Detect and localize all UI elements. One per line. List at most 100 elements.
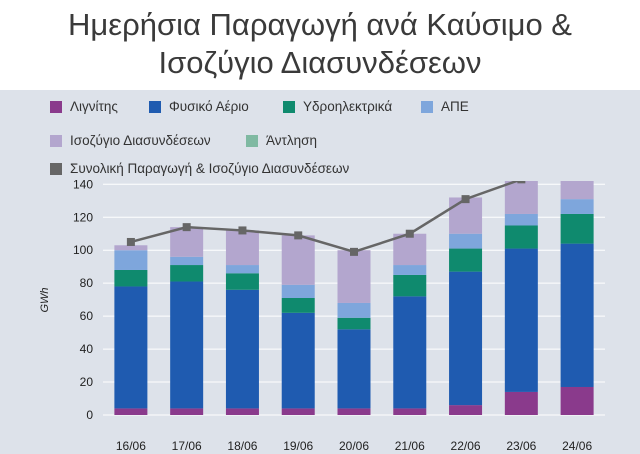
legend-item-total: Συνολική Παραγωγή & Ισοζύγιο Διασυνδέσεω… xyxy=(50,161,349,176)
bar-segment xyxy=(393,296,427,409)
bar-segment xyxy=(504,213,538,226)
x-tick-label: 21/06 xyxy=(395,439,425,453)
bar-segment xyxy=(504,225,538,249)
y-tick-label: 40 xyxy=(80,342,94,356)
bar-segment xyxy=(337,302,371,318)
bar-segment xyxy=(393,408,427,415)
x-tick-label: 17/06 xyxy=(172,439,202,453)
legend-label-interconnections: Ισοζύγιο Διασυνδέσεων xyxy=(70,133,211,148)
bar-segment xyxy=(449,271,483,406)
bar-segment xyxy=(337,317,371,330)
bar-segment xyxy=(281,408,315,415)
y-tick-label: 100 xyxy=(73,243,93,257)
legend-label-total: Συνολική Παραγωγή & Ισοζύγιο Διασυνδέσεω… xyxy=(70,161,350,176)
bar-segment xyxy=(114,408,148,415)
chart-title: Ημερήσια Παραγωγή ανά Καύσιμο & Ισοζύγιο… xyxy=(0,6,640,82)
bar-segment xyxy=(337,329,371,409)
bar-segment xyxy=(560,181,594,200)
bar-segment xyxy=(281,284,315,298)
bars xyxy=(114,181,594,415)
legend-label-hydro: Υδροηλεκτρικά xyxy=(303,99,393,114)
y-tick-label: 60 xyxy=(80,309,94,323)
legend-swatch-natural-gas xyxy=(149,100,161,113)
legend-swatch-res xyxy=(421,100,433,113)
bar-segment xyxy=(449,197,483,234)
bar-segment xyxy=(504,248,538,392)
total-line-marker xyxy=(126,237,135,246)
bar-segment xyxy=(170,265,204,282)
chart-title-line2: Ισοζύγιο Διασυνδέσεων xyxy=(158,45,482,80)
bar-segment xyxy=(225,408,259,415)
x-tick-label: 18/06 xyxy=(227,439,257,453)
bar-segment xyxy=(393,233,427,266)
legend-swatch-total xyxy=(50,162,62,175)
bar-segment xyxy=(281,298,315,313)
x-tick-label: 19/06 xyxy=(283,439,313,453)
x-tick-label: 24/06 xyxy=(562,439,592,453)
bar-segment xyxy=(560,213,594,244)
bar-segment xyxy=(504,181,538,214)
bar-segment xyxy=(504,391,538,415)
bar-segment xyxy=(281,312,315,409)
y-tick-label: 120 xyxy=(73,210,93,224)
chart-title-line1: Ημερήσια Παραγωγή ανά Καύσιμο & xyxy=(68,7,572,42)
bar-segment xyxy=(225,230,259,266)
legend-item-natural-gas: Φυσικό Αέριο xyxy=(149,99,249,114)
bar-segment xyxy=(393,274,427,297)
bar-segment xyxy=(170,281,204,409)
x-tick-label: 23/06 xyxy=(506,439,536,453)
legend-label-lignite: Λιγνίτης xyxy=(70,99,118,114)
bar-segment xyxy=(170,227,204,257)
bar-segment xyxy=(560,386,594,415)
bar-segment xyxy=(114,269,148,287)
y-axis-label: GWh xyxy=(39,287,51,312)
bar-segment xyxy=(225,289,259,409)
axes: 0 20 40 60 80 100 120 140 16/06 17/06 18/06 19/06 20… xyxy=(73,177,592,453)
bar-segment xyxy=(337,250,371,303)
bar-segment xyxy=(225,265,259,274)
legend-label-pumping: Άντληση xyxy=(266,133,317,148)
legend-item-res: ΑΠΕ xyxy=(421,99,469,114)
x-tick-label: 22/06 xyxy=(451,439,481,453)
bar-segment xyxy=(560,199,594,214)
legend-item-interconnections: Ισοζύγιο Διασυνδέσεων xyxy=(50,133,211,148)
bar-segment xyxy=(114,245,148,251)
y-tick-label: 140 xyxy=(73,177,93,191)
legend-label-res: ΑΠΕ xyxy=(441,99,469,114)
bar-segment xyxy=(170,256,204,266)
total-line-marker xyxy=(294,231,303,240)
total-line-marker xyxy=(238,226,247,235)
legend-swatch-lignite xyxy=(50,100,62,113)
y-tick-label: 20 xyxy=(80,375,94,389)
bar-segment xyxy=(449,233,483,249)
bar-segment xyxy=(337,408,371,415)
total-line-marker xyxy=(405,229,414,238)
x-tick-label: 16/06 xyxy=(116,439,146,453)
bar-segment xyxy=(281,235,315,285)
total-line-marker xyxy=(461,195,470,204)
total-line-marker xyxy=(350,247,358,256)
bar-segment xyxy=(225,273,259,290)
bar-segment xyxy=(560,243,594,387)
total-line-marker xyxy=(182,223,191,232)
bar-segment xyxy=(114,250,148,270)
x-tick-label: 20/06 xyxy=(339,439,369,453)
bar-segment xyxy=(170,408,204,415)
y-tick-label: 80 xyxy=(80,276,94,290)
legend-swatch-interconnections xyxy=(50,134,62,147)
bar-segment xyxy=(449,405,483,415)
legend-swatch-pumping xyxy=(246,134,258,147)
bar-segment xyxy=(114,286,148,409)
legend: Λιγνίτης Φυσικό Αέριο Υδροηλεκτρικά ΑΠΕ … xyxy=(0,90,640,180)
total-line-marker xyxy=(573,172,581,180)
legend-item-hydro: Υδροηλεκτρικά xyxy=(283,99,392,114)
bar-segment xyxy=(449,248,483,272)
bar-segment xyxy=(393,265,427,275)
legend-swatch-hydro xyxy=(283,100,295,113)
legend-item-lignite: Λιγνίτης xyxy=(50,99,118,114)
total-line-marker xyxy=(517,181,526,184)
total-line xyxy=(126,172,581,256)
legend-item-pumping: Άντληση xyxy=(246,133,317,148)
legend-label-natural-gas: Φυσικό Αέριο xyxy=(169,99,249,114)
